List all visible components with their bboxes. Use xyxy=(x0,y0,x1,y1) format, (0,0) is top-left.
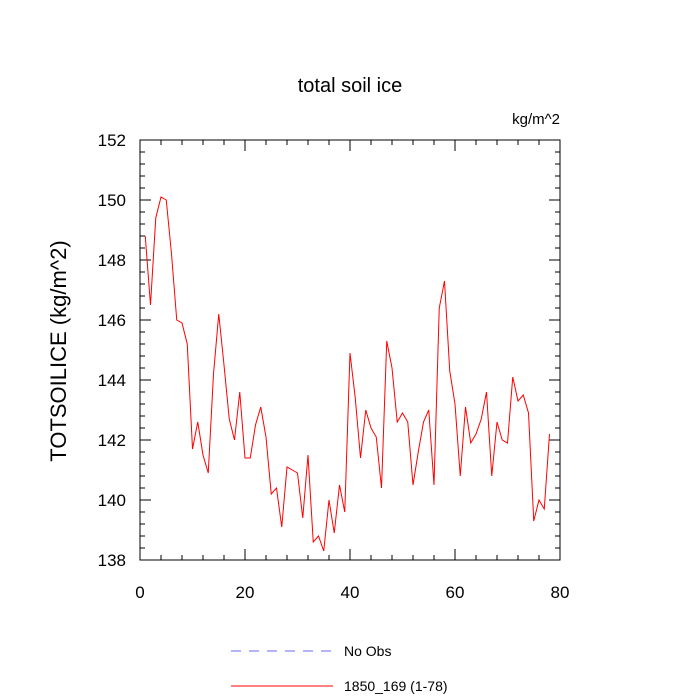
chart-title: total soil ice xyxy=(298,75,403,97)
y-axis-label: TOTSOILICE (kg/m^2) xyxy=(46,240,71,461)
y-tick-label: 144 xyxy=(98,371,126,390)
legend-label-1850_169: 1850_169 (1-78) xyxy=(344,678,448,694)
x-tick-label: 60 xyxy=(446,583,465,602)
y-tick-label: 138 xyxy=(98,551,126,570)
y-tick-label: 148 xyxy=(98,251,126,270)
y-tick-label: 152 xyxy=(98,131,126,150)
x-tick-label: 80 xyxy=(551,583,570,602)
x-tick-label: 20 xyxy=(236,583,255,602)
y-axis: 138 140 142 144 146 148 150 152 xyxy=(98,131,560,570)
y-tick-label: 146 xyxy=(98,311,126,330)
legend-label-no-obs: No Obs xyxy=(344,643,391,659)
plot-frame xyxy=(139,139,561,561)
units-label: kg/m^2 xyxy=(512,111,560,128)
y-tick-label: 142 xyxy=(98,431,126,450)
series-line-1850_169 xyxy=(144,196,550,552)
legend: No Obs 1850_169 (1-78) xyxy=(231,643,448,694)
x-tick-label: 40 xyxy=(341,583,360,602)
x-tick-label: 0 xyxy=(135,583,144,602)
y-tick-label: 140 xyxy=(98,491,126,510)
series-points xyxy=(145,197,549,551)
y-tick-label: 150 xyxy=(98,191,126,210)
x-axis: 0 20 40 60 80 xyxy=(135,140,569,602)
